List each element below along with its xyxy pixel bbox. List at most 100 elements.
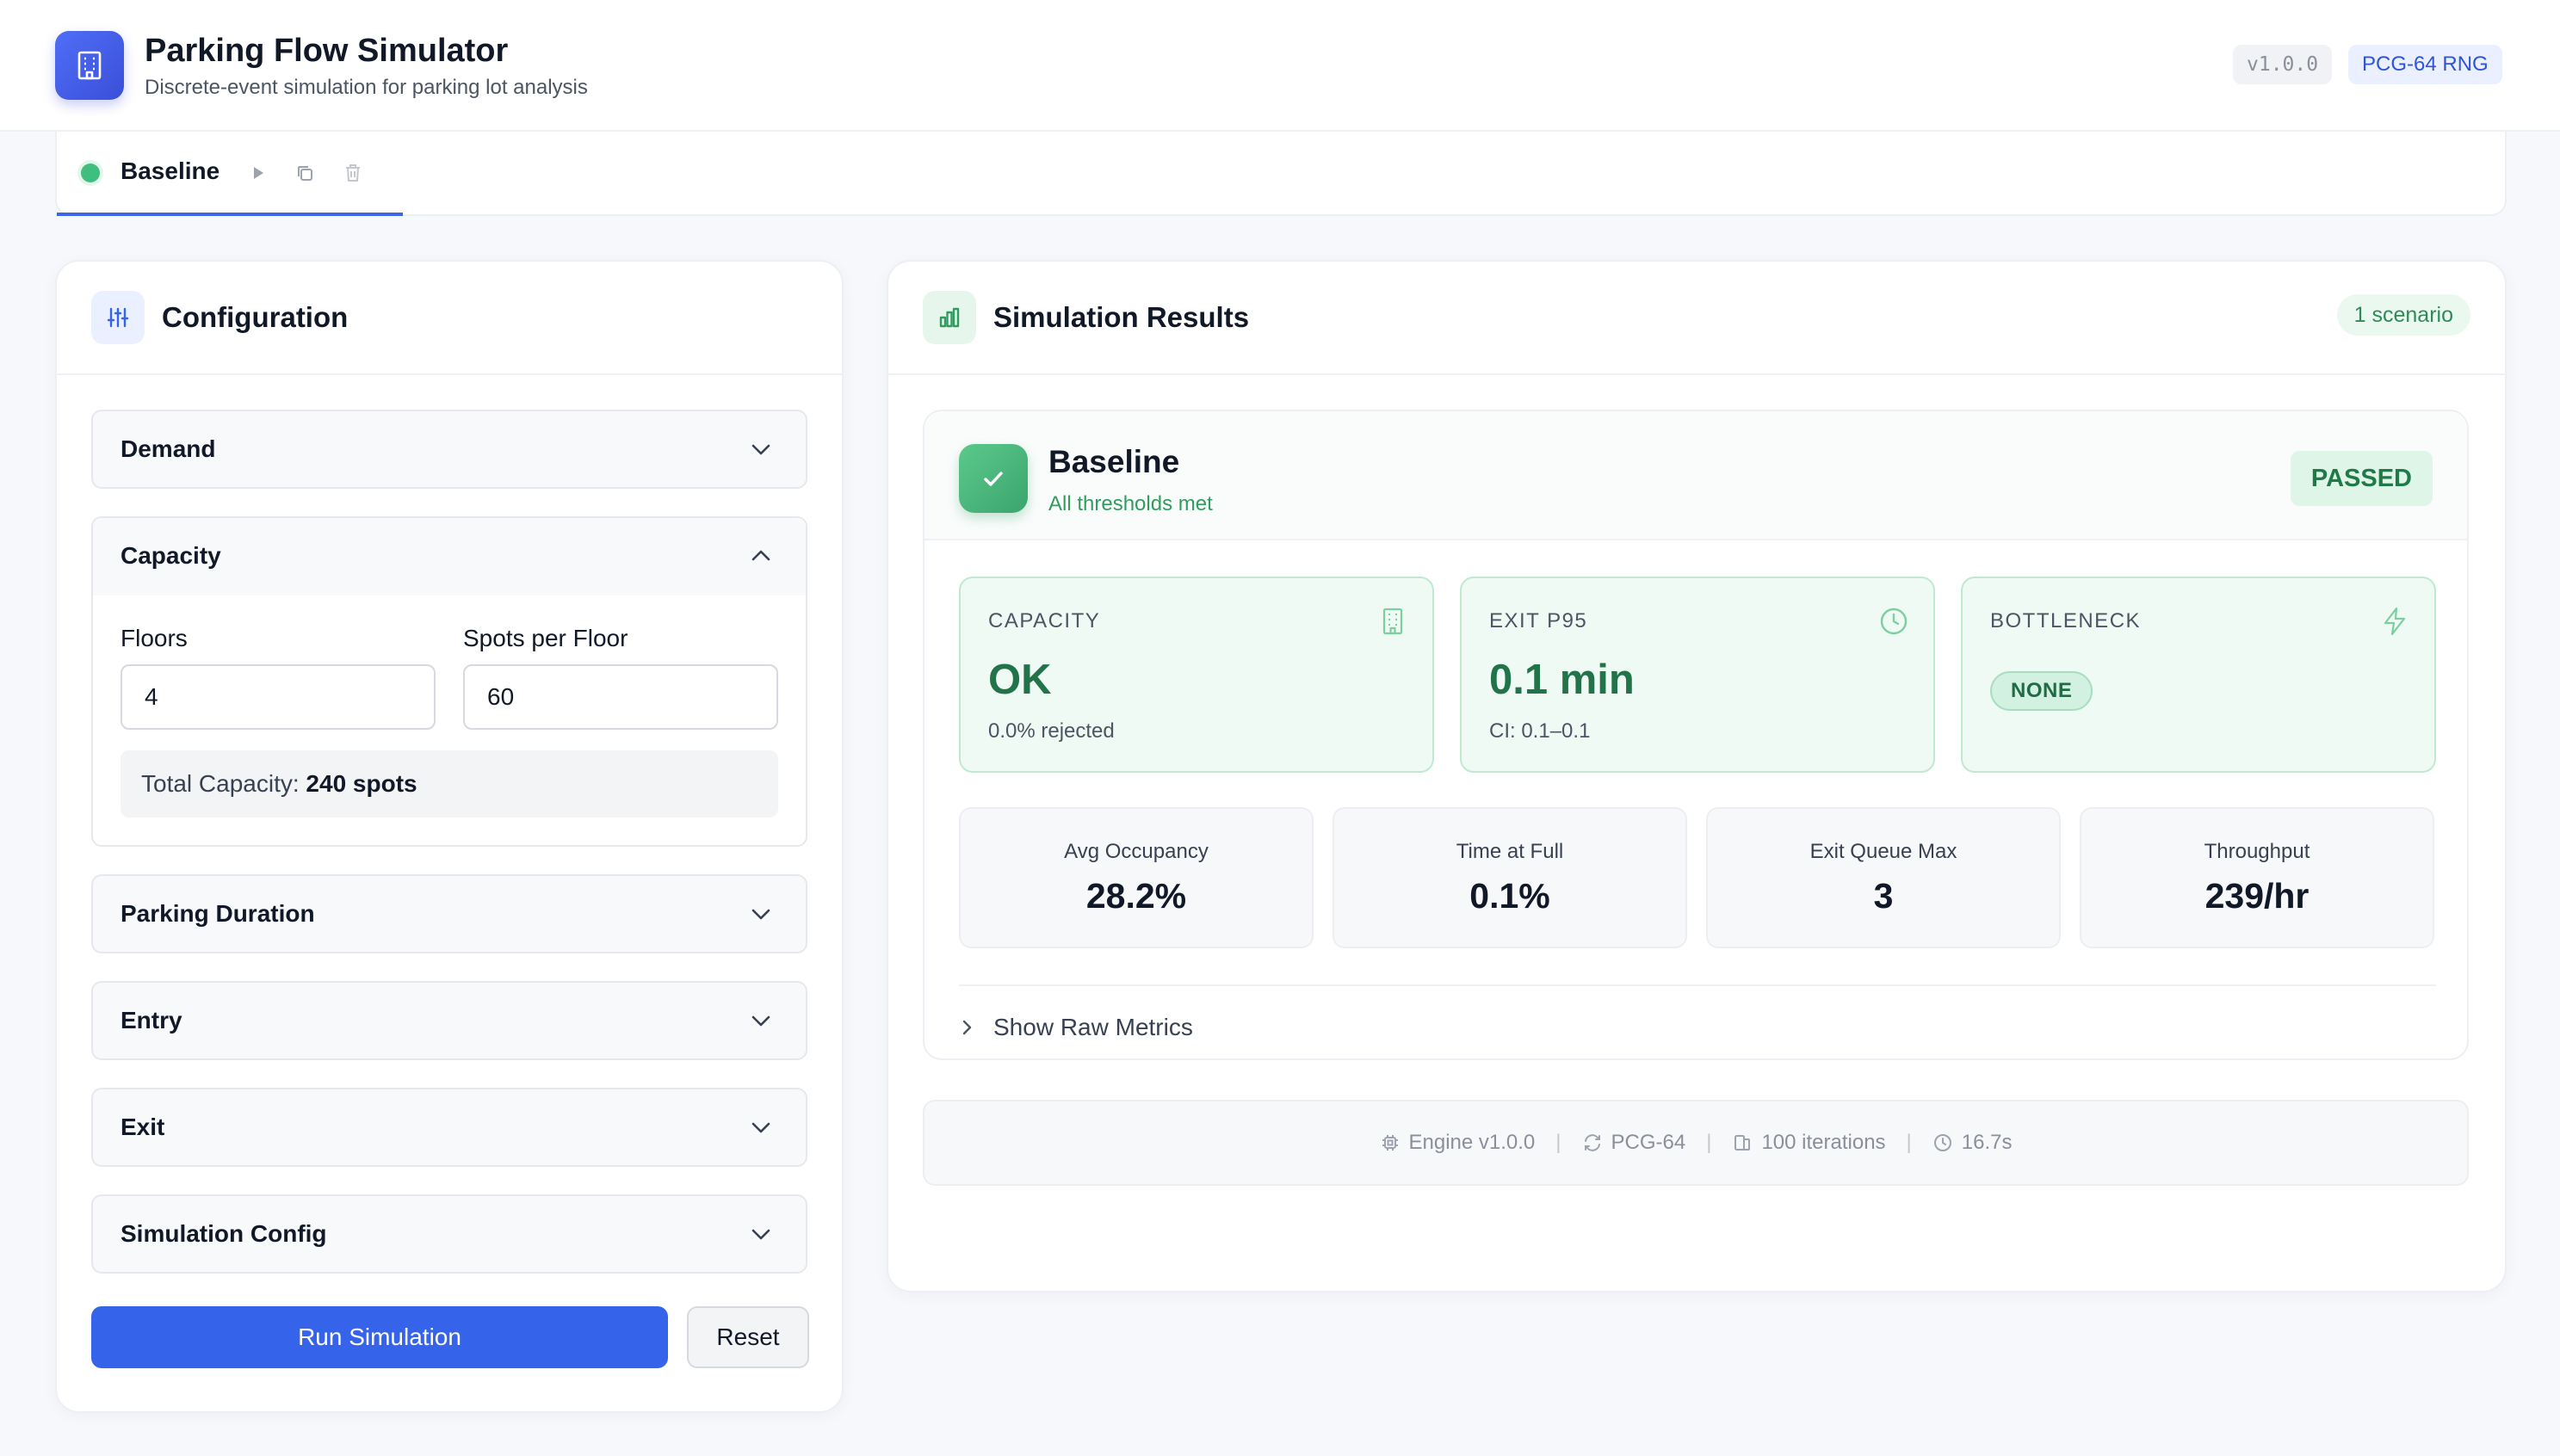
accordion-label: Parking Duration [121, 900, 315, 927]
chip-icon [1382, 1135, 1398, 1151]
stat-avg-occupancy: Avg Occupancy 28.2% [959, 807, 1314, 948]
metric-value: OK [988, 657, 1052, 703]
refresh-icon [1584, 1134, 1600, 1151]
rng-name: PCG-64 [1611, 1131, 1686, 1154]
metric-value: 0.1 min [1489, 657, 1635, 703]
metric-exit-p95: EXIT P95 0.1 min CI: 0.1–0.1 [1460, 577, 1935, 773]
separator: | [1555, 1131, 1561, 1154]
results-panel: Simulation Results 1 scenario Baseline A… [887, 260, 2507, 1293]
scenario-result-card: Baseline All thresholds met PASSED CAPAC… [923, 410, 2469, 1060]
metric-label: BOTTLENECK [1990, 609, 2142, 632]
chevron-down-icon [751, 1122, 770, 1133]
separator: | [1906, 1131, 1912, 1154]
accordion-label: Exit [121, 1114, 165, 1140]
separator: | [1706, 1131, 1712, 1154]
divider [959, 984, 2436, 986]
configuration-title: Configuration [162, 301, 349, 333]
floors-input[interactable]: 4 [121, 664, 436, 730]
stat-throughput: Throughput 239/hr [2080, 807, 2434, 948]
accordion-label: Demand [121, 435, 216, 462]
chevron-down-icon [751, 444, 770, 455]
results-title: Simulation Results [993, 301, 1250, 333]
duplicate-icon[interactable] [293, 161, 317, 185]
metric-sub: CI: 0.1–0.1 [1489, 719, 1591, 743]
scenario-name: Baseline [1048, 444, 1180, 479]
chevron-down-icon [751, 1015, 770, 1027]
floors-label: Floors [121, 625, 188, 651]
tab-baseline[interactable]: Baseline [57, 132, 403, 216]
accordion-entry[interactable]: Entry [91, 981, 807, 1060]
app-subtitle: Discrete-event simulation for parking lo… [145, 76, 588, 99]
stat-value: 239/hr [2204, 876, 2310, 916]
stat-label: Throughput [2204, 840, 2310, 863]
metric-bottleneck: BOTTLENECK NONE [1961, 577, 2436, 773]
accordion-label: Entry [121, 1007, 182, 1033]
accordion-capacity: Capacity Floors 4 Spots per Floor 60 Tot… [91, 516, 807, 847]
engine-info: Engine v1.0.0 [1380, 1131, 1536, 1155]
duration-info: 16.7s [1932, 1131, 2013, 1155]
status-dot-icon [81, 163, 100, 182]
rng-badge: PCG-64 RNG [2348, 45, 2502, 84]
run-duration: 16.7s [1961, 1131, 2013, 1154]
clock-icon [1933, 1134, 1951, 1151]
rng-info: PCG-64 [1582, 1131, 1686, 1155]
tab-label: Baseline [121, 157, 220, 184]
metric-label: EXIT P95 [1489, 609, 1588, 632]
run-simulation-button[interactable]: Run Simulation [91, 1306, 668, 1368]
engine-version: Engine v1.0.0 [1408, 1131, 1536, 1154]
trash-icon[interactable] [341, 161, 365, 185]
chevron-right-icon [962, 1020, 972, 1035]
reset-button[interactable]: Reset [687, 1306, 809, 1368]
accordion-demand[interactable]: Demand [91, 410, 807, 489]
iterations-info: 100 iterations [1732, 1131, 1886, 1155]
accordion-exit[interactable]: Exit [91, 1088, 807, 1167]
spots-per-floor-label: Spots per Floor [463, 625, 628, 651]
play-icon[interactable] [246, 161, 270, 185]
scenario-tabs: Baseline [55, 132, 2507, 216]
chevron-down-icon [751, 909, 770, 920]
building-logo-icon [55, 31, 124, 100]
app-header: Parking Flow Simulator Discrete-event si… [0, 0, 2560, 132]
chevron-down-icon [751, 1229, 770, 1240]
version-badge: v1.0.0 [2233, 45, 2333, 84]
stat-time-at-full: Time at Full 0.1% [1333, 807, 1687, 948]
accordion-header[interactable] [93, 518, 806, 595]
stat-label: Exit Queue Max [1809, 840, 1957, 863]
app-title: Parking Flow Simulator [145, 33, 509, 69]
status-badge: PASSED [2290, 451, 2433, 506]
accordion-simulation-config[interactable]: Simulation Config [91, 1194, 807, 1274]
accordion-label: Capacity [121, 542, 221, 569]
iterations-count: 100 iterations [1761, 1131, 1886, 1154]
stat-label: Time at Full [1456, 840, 1564, 863]
show-raw-metrics-toggle[interactable]: Show Raw Metrics [959, 1010, 1193, 1045]
chevron-up-icon[interactable] [747, 542, 775, 570]
scenario-subtitle: All thresholds met [1048, 492, 1213, 515]
building-icon [1382, 608, 1403, 635]
clock-icon [1880, 608, 1908, 635]
scenario-count-badge: 1 scenario [2336, 294, 2470, 336]
spots-per-floor-input[interactable]: 60 [463, 664, 778, 730]
bar-chart-icon [923, 291, 976, 344]
metric-label: CAPACITY [988, 609, 1101, 632]
total-capacity-label: Total Capacity: [141, 770, 300, 797]
divider [888, 373, 2505, 375]
bottleneck-value-badge: NONE [1990, 671, 2093, 711]
stat-label: Avg Occupancy [1064, 840, 1209, 863]
lightning-icon [2384, 607, 2406, 636]
stat-exit-queue-max: Exit Queue Max 3 [1706, 807, 2061, 948]
accordion-parking-duration[interactable]: Parking Duration [91, 874, 807, 953]
layers-icon [1734, 1135, 1751, 1151]
accordion-label: Simulation Config [121, 1220, 327, 1247]
show-raw-metrics-label: Show Raw Metrics [993, 1014, 1193, 1040]
check-icon [959, 444, 1028, 513]
total-capacity-value: 240 spots [306, 770, 417, 797]
configuration-panel: Configuration Demand Capacity Floors 4 S… [55, 260, 844, 1413]
stat-value: 3 [1873, 876, 1894, 916]
divider [57, 373, 842, 375]
stat-value: 28.2% [1085, 876, 1187, 916]
run-info-footer: Engine v1.0.0 | PCG-64 | 100 iterations … [923, 1100, 2469, 1186]
sliders-icon [91, 291, 145, 344]
metric-sub: 0.0% rejected [988, 719, 1115, 743]
stat-value: 0.1% [1469, 876, 1550, 916]
scenario-result-header [924, 411, 2467, 540]
